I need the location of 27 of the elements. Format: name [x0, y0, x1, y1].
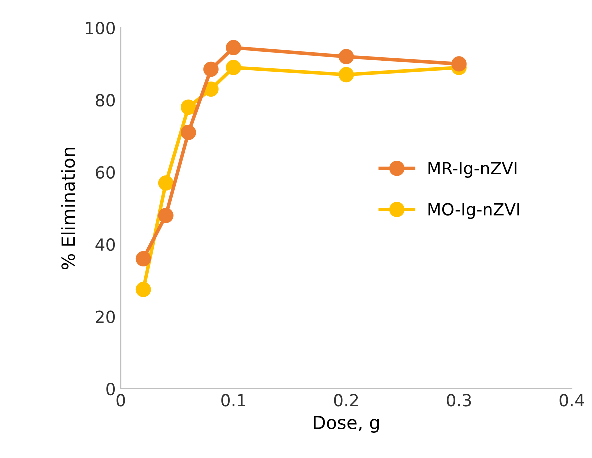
y-tick-label: 0 [106, 382, 116, 396]
y-tick-label: 80 [96, 94, 116, 107]
x-tick-label: 0.1 [222, 394, 246, 407]
point [181, 125, 196, 140]
point [136, 282, 152, 298]
point [338, 49, 354, 65]
x-tick-label: 0.4 [560, 394, 584, 407]
point [226, 60, 242, 76]
y-axis-title: % Elimination [61, 148, 76, 270]
y-tick-label: 60 [96, 166, 116, 179]
point [452, 56, 467, 72]
legend-label: MO-Ig-nZVI [428, 203, 520, 220]
point [204, 62, 219, 78]
point [136, 251, 152, 267]
x-tick-label: 0.2 [334, 394, 358, 407]
point [338, 67, 354, 83]
point [181, 100, 196, 116]
point [158, 176, 174, 191]
y-tick-label: 20 [96, 310, 116, 324]
x-tick-label: 0 [116, 394, 126, 407]
point [226, 40, 242, 56]
y-tick-label: 40 [96, 238, 116, 252]
x-axis-title: Dose, g [314, 416, 380, 434]
x-tick-label: 0.3 [447, 394, 472, 407]
y-tick-label: 100 [86, 22, 116, 35]
point [158, 208, 174, 224]
legend-label: MR-Ig-nZVI [428, 162, 517, 178]
